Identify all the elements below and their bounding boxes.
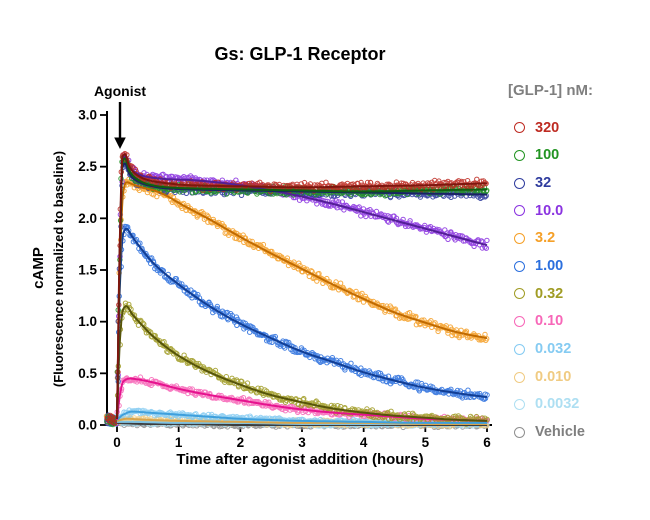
legend-marker-icon xyxy=(514,260,525,272)
y-tick-label: 0.0 xyxy=(78,418,97,433)
legend-item-320: 320 xyxy=(508,114,648,142)
y-axis-label: cAMP xyxy=(30,247,47,289)
legend-marker-icon xyxy=(514,316,525,328)
legend: [GLP-1] nM: 320 100 32 10.0 3.2 1.00 0.32 0.10 0… xyxy=(508,82,648,446)
legend-label: 1.00 xyxy=(535,258,564,275)
legend-items: 320 100 32 10.0 3.2 1.00 0.32 0.10 0.032 0.010 0.0… xyxy=(508,114,648,446)
y-tick-label: 2.0 xyxy=(78,211,97,226)
x-tick-label: 0 xyxy=(113,435,121,450)
series-line-3.2 xyxy=(116,181,488,419)
legend-marker-icon xyxy=(514,426,525,438)
legend-label: 32 xyxy=(535,174,552,191)
legend-marker-icon xyxy=(514,150,525,162)
legend-label: 320 xyxy=(535,119,560,136)
chart-title: Gs: GLP-1 Receptor xyxy=(214,44,386,64)
x-axis-label: Time after agonist addition (hours) xyxy=(176,451,424,468)
legend-label: Vehicle xyxy=(535,424,585,441)
legend-item-0.0032: 0.0032 xyxy=(508,391,648,419)
legend-marker-icon xyxy=(514,288,525,300)
legend-label: 0.10 xyxy=(535,313,564,330)
legend-item-0.010: 0.010 xyxy=(508,363,648,391)
legend-marker-icon xyxy=(514,343,525,355)
legend-item-1.00: 1.00 xyxy=(508,252,648,280)
legend-label: 0.0032 xyxy=(535,396,580,413)
series-line-320 xyxy=(116,153,488,419)
legend-title: [GLP-1] nM: xyxy=(508,82,593,99)
legend-marker-icon xyxy=(514,371,525,383)
legend-item-3.2: 3.2 xyxy=(508,225,648,253)
series-line-0.32 xyxy=(116,305,488,422)
legend-label: 10.0 xyxy=(535,202,564,219)
series-line-1.00 xyxy=(116,227,488,419)
x-tick-label: 3 xyxy=(298,435,306,450)
legend-label: 0.010 xyxy=(535,368,572,385)
x-tick-label: 2 xyxy=(237,435,245,450)
series-line-10.0 xyxy=(116,155,488,419)
legend-item-32: 32 xyxy=(508,169,648,197)
legend-item-10.0: 10.0 xyxy=(508,197,648,225)
legend-item-0.032: 0.032 xyxy=(508,336,648,364)
agonist-arrow-head xyxy=(114,137,126,149)
legend-marker-icon xyxy=(514,233,525,245)
legend-item-0.32: 0.32 xyxy=(508,280,648,308)
legend-label: 100 xyxy=(535,147,560,164)
y-tick-label: 1.0 xyxy=(78,314,97,329)
legend-marker-icon xyxy=(514,205,525,217)
x-tick-label: 5 xyxy=(422,435,430,450)
legend-item-100: 100 xyxy=(508,142,648,170)
y-tick-label: 3.0 xyxy=(78,108,97,123)
y-axis-sublabel: (Fluorescence normalized to baseline) xyxy=(51,150,66,388)
series-line-0.032 xyxy=(116,410,487,424)
x-tick-label: 4 xyxy=(360,435,368,450)
legend-marker-icon xyxy=(514,399,525,411)
legend-item-0.10: 0.10 xyxy=(508,308,648,336)
x-tick-label: 1 xyxy=(175,435,183,450)
y-tick-label: 0.5 xyxy=(78,366,97,381)
agonist-annotation: Agonist xyxy=(93,83,147,99)
legend-marker-icon xyxy=(514,122,525,134)
y-tick-label: 2.5 xyxy=(78,159,97,174)
legend-marker-icon xyxy=(514,177,525,189)
legend-label: 0.032 xyxy=(535,341,572,358)
series-line-0.10 xyxy=(116,377,488,422)
legend-label: 3.2 xyxy=(535,230,556,247)
legend-label: 0.32 xyxy=(535,285,564,302)
x-tick-label: 6 xyxy=(483,435,491,450)
y-tick-label: 1.5 xyxy=(78,263,97,278)
legend-item-Vehicle: Vehicle xyxy=(508,419,648,447)
